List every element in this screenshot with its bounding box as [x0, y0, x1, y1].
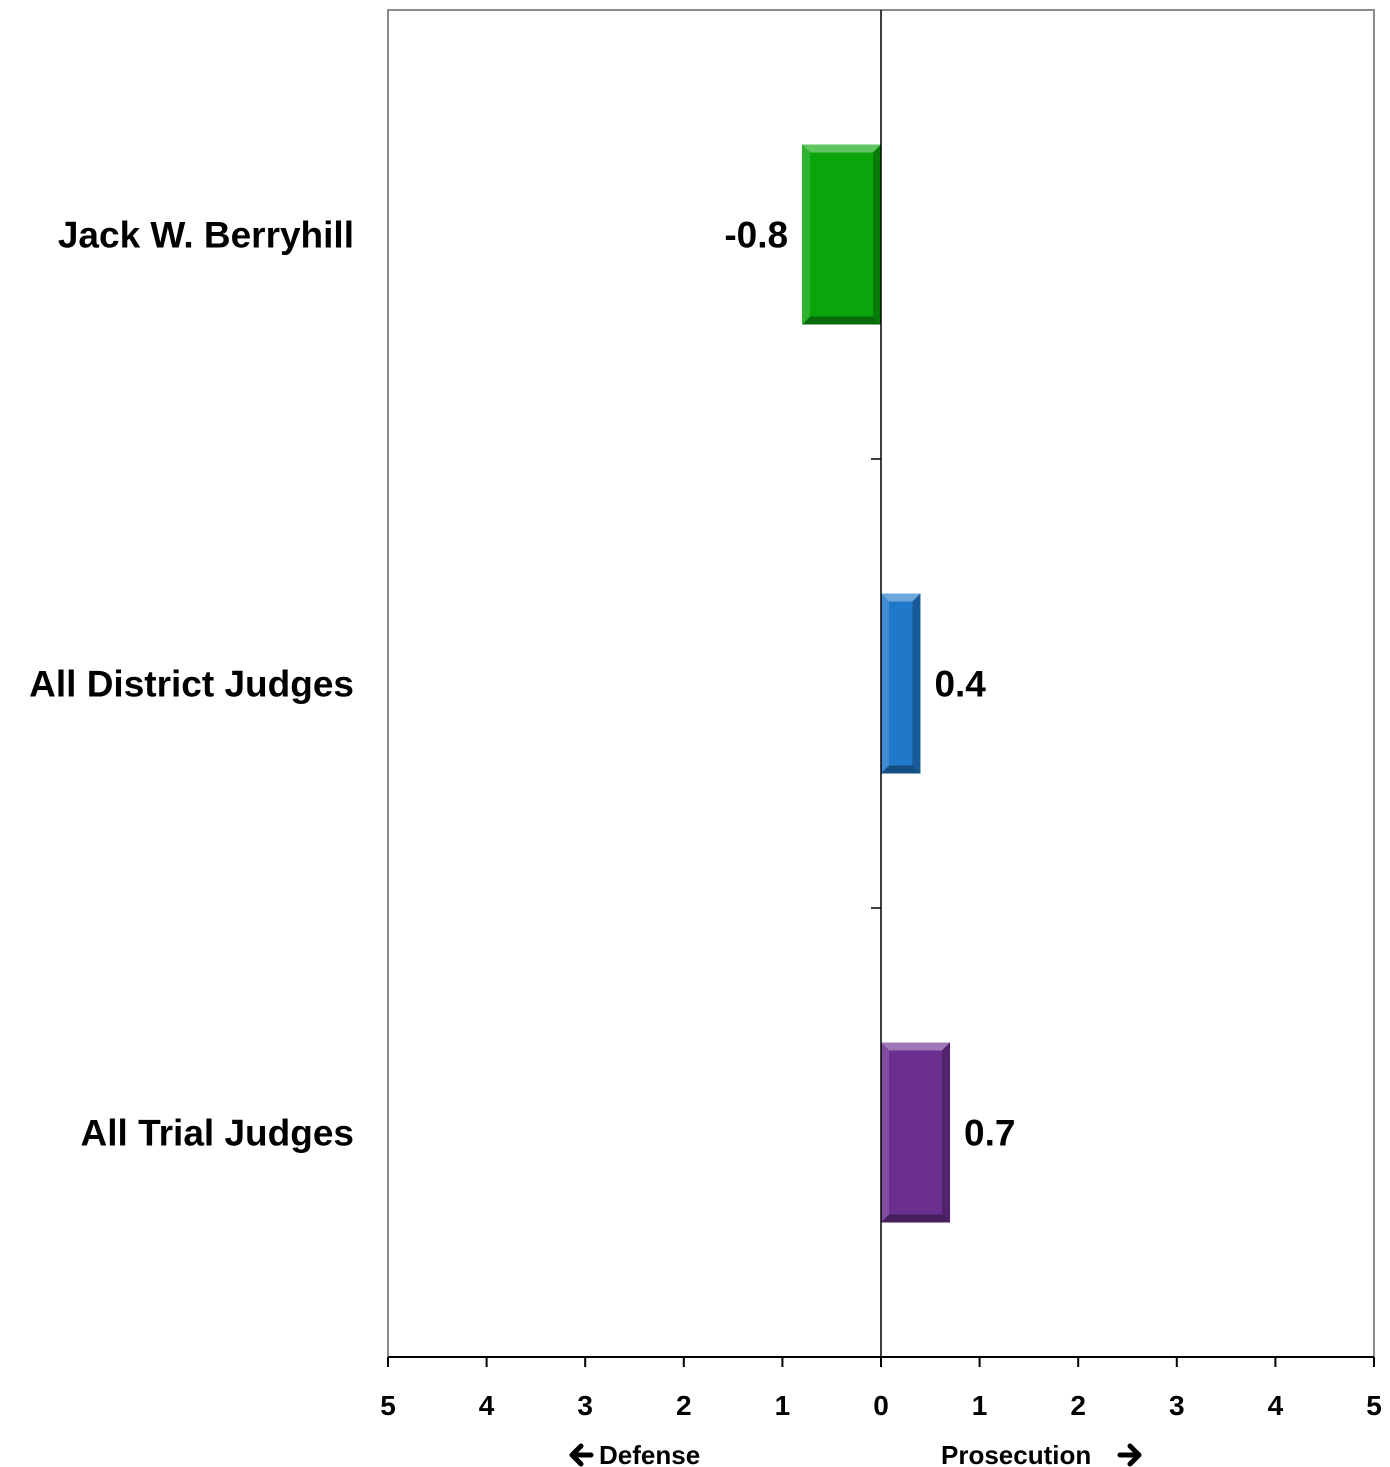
x-tick-label: 2	[1070, 1390, 1086, 1421]
bars-layer	[802, 144, 951, 1223]
x-tick-label: 3	[577, 1390, 593, 1421]
bar	[881, 593, 921, 774]
direction-labels: Defense Prosecution	[569, 1440, 1142, 1467]
bar-bevel-bottom	[881, 1214, 951, 1223]
x-tick-label: 1	[775, 1390, 791, 1421]
right-arrow-icon	[1117, 1443, 1142, 1467]
value-label: 0.4	[934, 664, 986, 705]
defense-direction: Defense	[569, 1440, 700, 1467]
bar-bevel-right	[912, 593, 921, 774]
left-arrow-icon	[569, 1443, 594, 1467]
x-axis-ticks: 5 4 3 2 1 0 1 2 3 4 5	[380, 458, 1382, 1421]
x-tick-label: 3	[1169, 1390, 1185, 1421]
bar-body	[802, 144, 881, 325]
category-labels: Jack W. Berryhill All District Judges All …	[29, 215, 354, 1154]
prosecution-direction: Prosecution	[941, 1440, 1142, 1467]
value-label: 0.7	[964, 1113, 1015, 1154]
bar	[802, 144, 881, 325]
bar-bevel-right	[873, 144, 881, 325]
bar-bevel-top	[881, 593, 921, 602]
bar-bevel-left	[881, 593, 889, 774]
bar	[881, 1042, 951, 1223]
bar-bevel-bottom	[802, 316, 881, 325]
value-labels: -0.8 0.4 0.7	[724, 215, 1015, 1154]
x-tick-label: 4	[479, 1390, 495, 1421]
bar-bevel-left	[881, 1042, 889, 1223]
bar-bevel-right	[942, 1042, 951, 1223]
defense-label: Defense	[599, 1440, 700, 1467]
bar-body	[881, 1042, 951, 1223]
x-tick-label: 1	[972, 1390, 988, 1421]
value-label: -0.8	[724, 215, 788, 256]
bar-bevel-left	[802, 144, 811, 325]
bar-bevel-top	[802, 144, 881, 153]
category-label: All Trial Judges	[81, 1113, 354, 1154]
x-tick-label: 5	[380, 1390, 396, 1421]
prosecution-label: Prosecution	[941, 1440, 1091, 1467]
x-tick-label: 4	[1268, 1390, 1284, 1421]
x-tick-label: 5	[1366, 1390, 1382, 1421]
category-label: All District Judges	[29, 664, 354, 705]
bar-bevel-bottom	[881, 765, 921, 774]
x-tick-label: 0	[873, 1390, 889, 1421]
category-label: Jack W. Berryhill	[58, 215, 354, 256]
x-tick-label: 2	[676, 1390, 692, 1421]
bar-bevel-top	[881, 1042, 951, 1051]
